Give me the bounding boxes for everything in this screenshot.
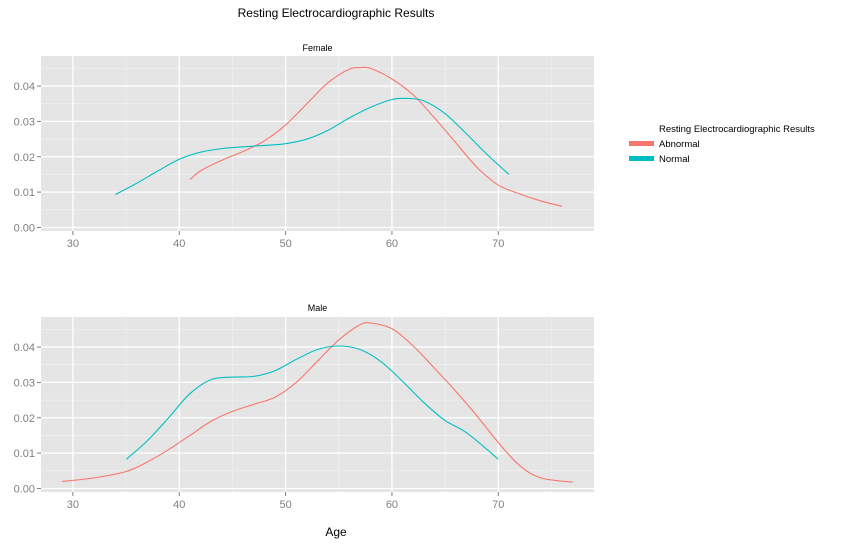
x-tick-label: 40: [173, 499, 185, 511]
x-tick-label: 60: [386, 238, 398, 250]
x-tick-label: 70: [492, 499, 504, 511]
legend-label-abnormal: Abnormal: [659, 139, 700, 150]
series-line-abnormal: [189, 66, 563, 207]
legend-label-normal: Normal: [659, 154, 690, 165]
y-tick-label: 0.01: [14, 187, 35, 199]
x-tick-label: 40: [173, 238, 185, 250]
chart-title: Resting Electrocardiographic Results: [238, 6, 435, 20]
y-tick-label: 0.03: [14, 116, 35, 128]
facet-strip-label: Female: [302, 43, 332, 53]
x-tick-label: 30: [67, 499, 79, 511]
y-tick-label: 0.01: [14, 448, 35, 460]
x-tick-label: 60: [386, 499, 398, 511]
x-axis-title: Age: [325, 525, 347, 539]
y-tick-label: 0.02: [14, 152, 35, 164]
series-line-normal: [125, 345, 499, 460]
y-tick-label: 0.02: [14, 413, 35, 425]
legend-entries: Abnormal Normal: [629, 139, 700, 165]
x-tick-label: 30: [67, 238, 79, 250]
y-tick-label: 0.04: [14, 342, 35, 354]
y-tick-label: 0.03: [14, 377, 35, 389]
panel-female: Female 0.00 0.01 0.02 0.03 0.04 30 40 50 60 70: [14, 40, 594, 250]
legend-key-normal: [629, 156, 654, 161]
x-tick-label: 50: [279, 238, 291, 250]
series-line-abnormal: [62, 321, 573, 483]
y-tick-label: 0.04: [14, 81, 35, 93]
plot-background: [41, 56, 594, 231]
plot-background: [41, 317, 594, 492]
series-line-normal: [115, 97, 510, 196]
y-tick-label: 0.00: [14, 483, 35, 495]
legend-key-abnormal: [629, 141, 654, 146]
x-tick-label: 50: [279, 499, 291, 511]
facet-strip: [41, 40, 594, 56]
legend: Resting Electrocardiographic Results Abn…: [629, 124, 815, 165]
facet-strip: [41, 300, 594, 317]
legend-title: Resting Electrocardiographic Results: [659, 124, 815, 135]
facet-strip-label: Male: [308, 303, 328, 313]
y-tick-label: 0.00: [14, 222, 35, 234]
x-tick-label: 70: [492, 238, 504, 250]
panel-male: Male 0.00 0.01 0.02 0.03 0.04 30 40 50 60 70: [14, 300, 594, 511]
